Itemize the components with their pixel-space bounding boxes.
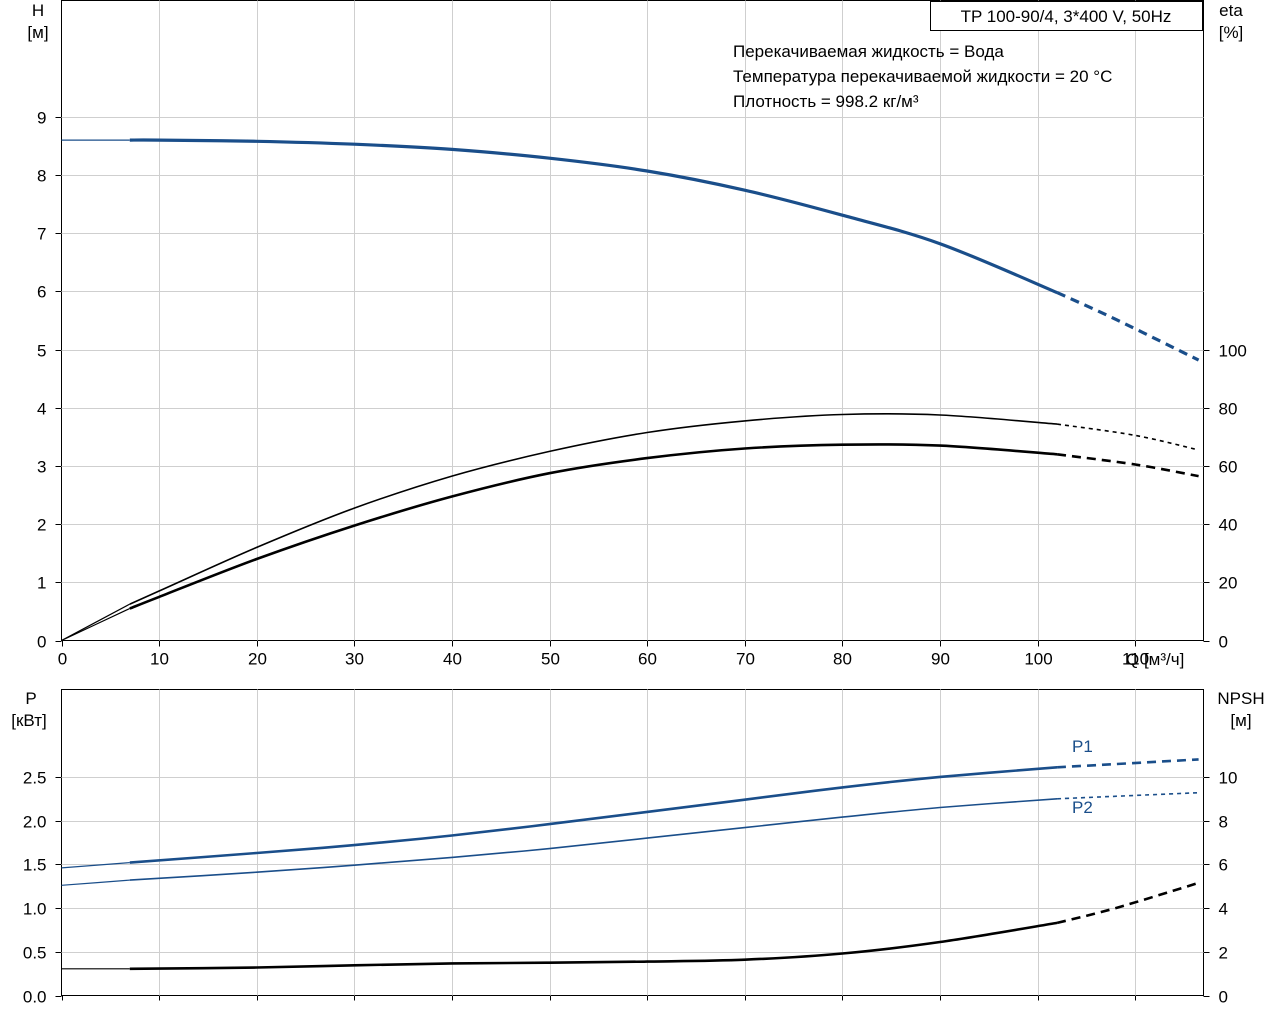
x-tick-label: 110 — [1122, 650, 1149, 669]
y-left-tick-label: 0.0 — [23, 988, 47, 1007]
series-eta_upper-extrapolated — [1056, 423, 1199, 451]
y-right-tick-label: 6 — [1219, 856, 1228, 875]
series-p1-solid — [129, 766, 1058, 864]
y-right-tick-label: 80 — [1219, 400, 1238, 419]
top-grid — [61, 0, 1204, 641]
y-right-tick-label: 100 — [1219, 342, 1247, 361]
y-left-unit-kw: [кВт] — [11, 711, 46, 730]
x-tick-label: 20 — [248, 650, 267, 669]
top-y-right-tick-labels: 0 20 40 60 80 100 — [1203, 342, 1247, 652]
note-fluid: Перекачиваемая жидкость = Вода — [733, 42, 1004, 61]
legend-box — [930, 1, 1203, 31]
y-left-label-p: P — [25, 689, 36, 708]
y-right-unit-m: [м] — [1230, 711, 1251, 730]
x-tick-label: 50 — [541, 650, 560, 669]
x-tick-label: 30 — [345, 650, 364, 669]
series-p2-extrapolated — [1057, 791, 1199, 800]
y-left-tick-label: 2 — [37, 516, 46, 535]
series-eta_lower-solid — [129, 443, 1058, 610]
top-panel: 0 10 20 30 40 50 60 70 80 90 100 110 0 1 2 3 4 5 6 7 8 9 0 20… — [27, 0, 1247, 669]
top-y-left-tick-labels: 0 1 2 3 4 5 6 7 8 9 — [37, 109, 62, 652]
y-left-label-h: H — [32, 1, 44, 20]
y-right-tick-label: 4 — [1219, 900, 1228, 919]
x-tick-label: 0 — [58, 650, 67, 669]
x-tick-label: 80 — [833, 650, 852, 669]
y-right-tick-label: 10 — [1219, 769, 1238, 788]
series-p1-extrapolated — [1057, 758, 1199, 769]
series-npsh-solid — [129, 921, 1058, 971]
series-head-extrapolated — [1056, 291, 1200, 362]
series-npsh-extrapolated — [1056, 881, 1199, 925]
bottom-y-right-tick-labels: 0 2 4 6 8 10 — [1203, 769, 1238, 1007]
y-left-tick-label: 4 — [37, 400, 46, 419]
x-tick-label: 70 — [736, 650, 755, 669]
y-right-tick-label: 40 — [1219, 516, 1238, 535]
y-left-unit-m: [м] — [27, 23, 48, 42]
y-left-tick-label: 8 — [37, 167, 46, 186]
x-tick-label: 40 — [443, 650, 462, 669]
series-label-p2: P2 — [1072, 798, 1093, 817]
legend-box-text: TP 100-90/4, 3*400 V, 50Hz — [961, 7, 1172, 26]
series-p1-leadin — [61, 862, 130, 869]
top-plot-frame — [61, 0, 1204, 641]
y-left-tick-label: 1 — [37, 574, 46, 593]
bottom-grid — [61, 689, 1204, 1001]
y-right-unit-percent: [%] — [1219, 23, 1244, 42]
top-series — [61, 138, 1200, 642]
y-right-tick-label: 0 — [1219, 988, 1228, 1007]
y-left-tick-label: 7 — [37, 225, 46, 244]
x-axis-label: Q [м³/ч] — [1126, 650, 1184, 669]
y-left-tick-label: 3 — [37, 458, 46, 477]
y-left-tick-label: 0 — [37, 633, 46, 652]
y-right-label-eta: eta — [1219, 1, 1243, 20]
x-tick-label: 90 — [931, 650, 950, 669]
y-left-tick-label: 2.0 — [23, 813, 47, 832]
bottom-series — [61, 758, 1199, 971]
y-right-tick-label: 0 — [1219, 633, 1228, 652]
series-eta_lower-leadin — [61, 607, 131, 642]
bottom-y-left-tick-labels: 0.0 0.5 1.0 1.5 2.0 2.5 — [23, 769, 62, 1007]
series-label-p1: P1 — [1072, 737, 1093, 756]
y-left-tick-label: 6 — [37, 283, 46, 302]
y-left-tick-label: 1.0 — [23, 900, 47, 919]
note-temperature: Температура перекачиваемой жидкости = 20… — [733, 67, 1112, 86]
bottom-plot-frame — [61, 689, 1204, 996]
top-x-tick-labels: 0 10 20 30 40 50 60 70 80 90 100 110 — [58, 640, 1149, 669]
y-left-tick-label: 9 — [37, 109, 46, 128]
y-left-tick-label: 2.5 — [23, 769, 47, 788]
y-right-tick-label: 2 — [1219, 944, 1228, 963]
y-left-tick-label: 0.5 — [23, 944, 47, 963]
series-eta_upper-solid — [129, 412, 1058, 605]
y-right-tick-label: 20 — [1219, 574, 1238, 593]
series-head-solid — [129, 138, 1058, 295]
y-right-tick-label: 60 — [1219, 458, 1238, 477]
series-p2-leadin — [61, 879, 130, 886]
note-density: Плотность = 998.2 кг/м³ — [733, 92, 919, 111]
x-tick-label: 100 — [1024, 650, 1052, 669]
x-tick-label: 10 — [150, 650, 169, 669]
y-left-tick-label: 5 — [37, 342, 46, 361]
x-tick-label: 60 — [638, 650, 657, 669]
y-right-tick-label: 8 — [1219, 813, 1228, 832]
series-p2-solid — [129, 798, 1058, 881]
series-eta_lower-extrapolated — [1056, 453, 1199, 478]
y-right-label-npsh: NPSH — [1217, 689, 1264, 708]
y-left-tick-label: 1.5 — [23, 856, 47, 875]
